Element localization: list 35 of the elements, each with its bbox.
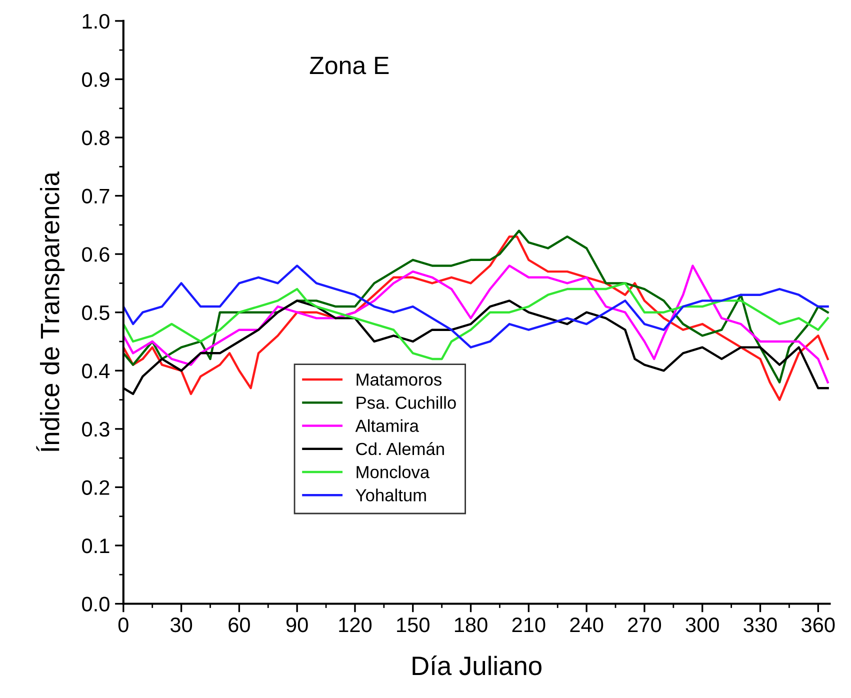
legend-label: Yohaltum (356, 488, 426, 502)
legend-label: Matamoros (356, 374, 442, 386)
x-tick-label: 240 (570, 618, 604, 632)
x-tick-label: 90 (286, 618, 308, 632)
x-tick-label: 120 (339, 618, 372, 632)
x-tick-label: 150 (397, 618, 430, 632)
legend-label: Altamira (355, 419, 419, 432)
x-tick-label: 330 (744, 618, 777, 632)
y-tick-label: 0.7 (82, 188, 110, 204)
y-tick-label: 0.8 (82, 130, 110, 146)
y-tick-label: 0.0 (82, 596, 110, 612)
y-axis-title: Índice de Transparencia (36, 172, 65, 452)
x-tick-label: 0 (118, 618, 128, 632)
y-tick-label: 0.2 (82, 480, 110, 495)
x-tick-label: 30 (170, 618, 192, 632)
y-tick-label: 0.5 (82, 305, 110, 320)
y-tick-label: 0.3 (82, 422, 110, 437)
y-tick-label: 0.6 (82, 247, 110, 262)
y-tick-label: 0.9 (82, 72, 110, 87)
y-tick-label: 1.0 (82, 14, 110, 29)
x-tick-label: 210 (512, 618, 546, 632)
legend-label: Psa. Cuchillo (356, 396, 456, 409)
x-tick-label: 270 (628, 618, 662, 632)
line-series (123, 282, 829, 360)
y-tick-label: 0.1 (82, 538, 110, 554)
legend-label: Monclova (356, 466, 430, 478)
x-tick-label: 180 (454, 618, 488, 632)
line-series (123, 264, 829, 348)
x-axis-title: Día Juliano (412, 656, 542, 676)
x-tick-label: 60 (228, 618, 250, 632)
y-tick-label: 0.4 (82, 364, 110, 378)
x-tick-label: 360 (802, 618, 835, 632)
legend-label: Cd. Alemán (356, 442, 444, 456)
text: Zona E (310, 56, 389, 74)
x-tick-label: 300 (686, 618, 719, 632)
